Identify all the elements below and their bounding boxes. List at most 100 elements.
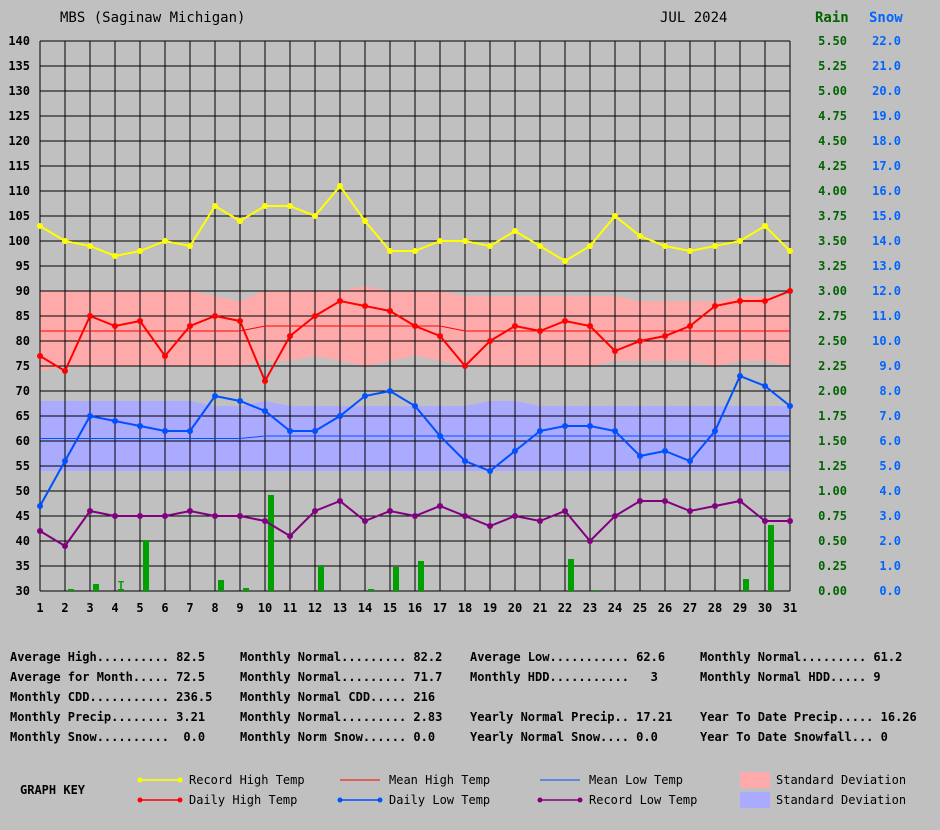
- stat-label: Monthly Precip........: [10, 710, 169, 724]
- day-tick-label: 7: [186, 601, 193, 615]
- day-tick-label: 14: [358, 601, 372, 615]
- snow-tick-label: 5.0: [879, 459, 901, 473]
- stat-label: Monthly Snow..........: [10, 730, 169, 744]
- daily-high-temp-point: [387, 308, 393, 314]
- rain-axis-title: Rain: [815, 10, 849, 26]
- stat-row: Monthly CDD........... 236.5: [10, 690, 212, 704]
- daily-high-temp-point: [787, 288, 793, 294]
- record-high-temp-point: [737, 238, 743, 244]
- day-tick-label: 28: [708, 601, 722, 615]
- daily-high-temp-point: [537, 328, 543, 334]
- stat-row: Monthly Normal......... 82.2: [240, 650, 442, 664]
- daily-low-temp-point: [587, 423, 593, 429]
- stat-row: Monthly Normal HDD..... 9: [700, 670, 881, 684]
- stat-label: Yearly Normal Precip..: [470, 710, 629, 724]
- stat-value: 3.21: [168, 710, 206, 724]
- record-low-temp-point: [87, 508, 93, 514]
- record-high-temp-point: [337, 183, 343, 189]
- temp-tick-label: 55: [16, 459, 30, 473]
- rain-tick-label: 2.00: [818, 384, 847, 398]
- record-high-temp-point: [712, 243, 718, 249]
- daily-low-temp-point: [762, 383, 768, 389]
- grid-lines: [39, 40, 791, 592]
- snow-tick-label: 19.0: [872, 109, 901, 123]
- snow-tick-label: 6.0: [879, 434, 901, 448]
- daily-low-temp-point: [437, 433, 443, 439]
- daily-high-temp-point: [37, 353, 43, 359]
- rain-tick-label: 2.25: [818, 359, 847, 373]
- day-tick-label: 21: [533, 601, 547, 615]
- snow-tick-label: 12.0: [872, 284, 901, 298]
- daily-low-temp-point: [462, 458, 468, 464]
- temp-tick-label: 100: [8, 234, 30, 248]
- key-sd-low-swatch: [740, 792, 770, 808]
- record-low-temp-point: [212, 513, 218, 519]
- key-mean-low-label: Mean Low Temp: [589, 773, 683, 787]
- trace-marker: T: [118, 579, 125, 592]
- stat-row: Monthly Normal CDD..... 216: [240, 690, 435, 704]
- daily-high-temp-point: [487, 338, 493, 344]
- rain-tick-label: 0.75: [818, 509, 847, 523]
- daily-high-temp-point: [262, 378, 268, 384]
- record-high-temp-point: [287, 203, 293, 209]
- record-high-temp-point: [187, 243, 193, 249]
- day-tick-label: 4: [111, 601, 118, 615]
- stat-label: Monthly Normal CDD.....: [240, 690, 407, 704]
- stat-value: 236.5: [168, 690, 213, 704]
- stat-label: Monthly Normal.........: [240, 670, 407, 684]
- day-tick-label: 18: [458, 601, 472, 615]
- stat-value: 16.26: [873, 710, 917, 724]
- temp-tick-label: 115: [8, 159, 30, 173]
- stat-row: Average Low........... 62.6: [470, 650, 665, 664]
- record-low-temp-point: [162, 513, 168, 519]
- record-low-temp-point: [787, 518, 793, 524]
- snow-tick-label: 15.0: [872, 209, 901, 223]
- record-low-temp-point: [437, 503, 443, 509]
- precip-bar: [93, 584, 99, 591]
- precip-bar: [68, 589, 74, 591]
- stat-label: Monthly Normal.........: [240, 710, 407, 724]
- record-low-temp-point: [562, 508, 568, 514]
- precip-bar: [243, 588, 249, 591]
- record-low-temp-point: [762, 518, 768, 524]
- daily-low-temp-point: [787, 403, 793, 409]
- record-high-temp-point: [437, 238, 443, 244]
- daily-low-temp-point: [62, 458, 68, 464]
- temp-tick-label: 120: [8, 134, 30, 148]
- stat-value: 9: [866, 670, 881, 684]
- snow-tick-label: 9.0: [879, 359, 901, 373]
- rain-tick-label: 5.00: [818, 84, 847, 98]
- snow-tick-label: 2.0: [879, 534, 901, 548]
- record-low-temp-point: [487, 523, 493, 529]
- daily-high-temp-point: [562, 318, 568, 324]
- daily-high-temp-point: [637, 338, 643, 344]
- record-low-temp-point: [62, 543, 68, 549]
- daily-low-temp-point: [412, 403, 418, 409]
- key-record-low-swatch: [537, 797, 583, 803]
- snow-tick-label: 22.0: [872, 34, 901, 48]
- record-high-temp-point: [612, 213, 618, 219]
- day-tick-label: 19: [483, 601, 497, 615]
- record-high-temp-point: [537, 243, 543, 249]
- graph-key-title: GRAPH KEY: [20, 783, 86, 797]
- stat-label: Monthly Normal.........: [240, 650, 407, 664]
- precip-bar: [768, 525, 774, 591]
- day-tick-label: 2: [61, 601, 68, 615]
- rain-tick-label: 2.75: [818, 309, 847, 323]
- day-tick-label: 9: [236, 601, 243, 615]
- day-tick-label: 20: [508, 601, 522, 615]
- precip-bar: [568, 559, 574, 591]
- day-tick-label: 3: [86, 601, 93, 615]
- rain-tick-label: 5.25: [818, 59, 847, 73]
- period-label: JUL 2024: [660, 10, 728, 26]
- day-tick-label: 24: [608, 601, 622, 615]
- day-tick-label: 16: [408, 601, 422, 615]
- daily-low-temp-point: [737, 373, 743, 379]
- precip-bar: [743, 579, 749, 591]
- snow-tick-label: 16.0: [872, 184, 901, 198]
- key-daily-low-label: Daily Low Temp: [389, 793, 491, 807]
- daily-high-temp-point: [212, 313, 218, 319]
- stat-label: Monthly CDD...........: [10, 690, 169, 704]
- rain-tick-label: 4.00: [818, 184, 847, 198]
- snow-tick-label: 18.0: [872, 134, 901, 148]
